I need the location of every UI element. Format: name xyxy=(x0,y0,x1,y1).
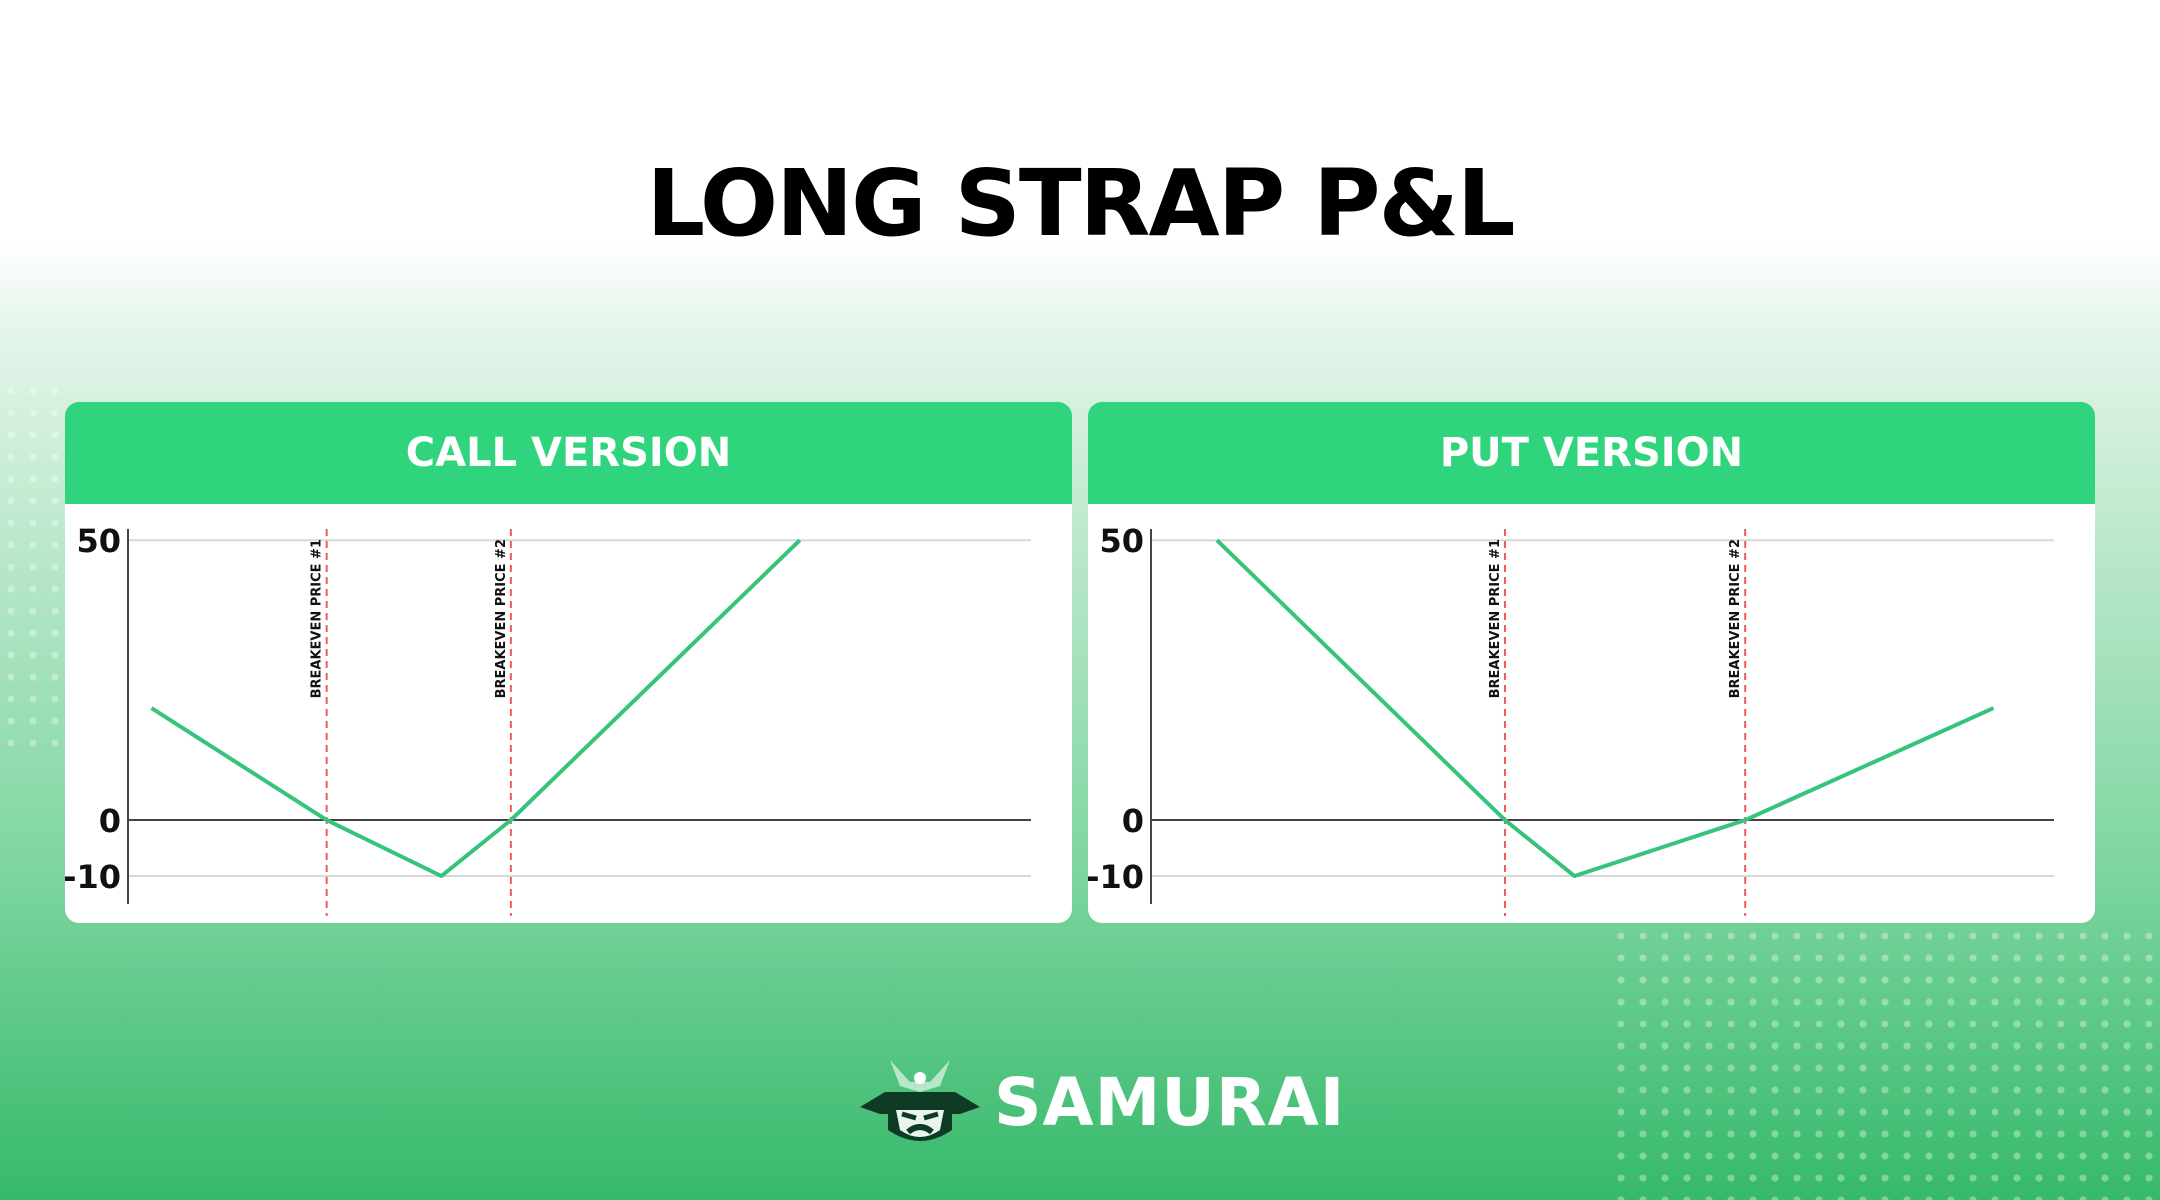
brand-name: SAMURAI xyxy=(994,1063,1346,1141)
chart-title: CALL VERSION xyxy=(65,402,1072,504)
y-tick-label: -10 xyxy=(65,858,121,896)
chart-panel: PUT VERSION -10 0 50 BREAKEVEN PRICE #1 BREAK… xyxy=(1088,402,2095,923)
chart-panel: CALL VERSION -10 0 50 BREAKEVEN PRICE #1 BREA… xyxy=(65,402,1072,923)
page-title: LONG STRAP P&L xyxy=(646,150,1516,257)
y-tick-label: 0 xyxy=(99,802,121,840)
y-tick-label: -10 xyxy=(1088,858,1144,896)
logo xyxy=(860,1060,980,1141)
chart: -10 0 50 BREAKEVEN PRICE #1 BREAKEVEN PRICE … xyxy=(1088,522,2054,916)
pnl-line xyxy=(1215,538,1995,879)
y-tick-label: 50 xyxy=(76,522,121,560)
brand: SAMURAI xyxy=(860,1052,1345,1152)
pnl-line xyxy=(150,538,802,879)
breakeven-label: BREAKEVEN PRICE #2 xyxy=(1728,539,1743,698)
breakeven-label: BREAKEVEN PRICE #2 xyxy=(494,539,509,698)
chart-title: PUT VERSION xyxy=(1088,402,2095,504)
chart: -10 0 50 BREAKEVEN PRICE #1 BREAKEVEN PRICE … xyxy=(65,522,1031,916)
y-tick-label: 50 xyxy=(1099,522,1144,560)
breakeven-label: BREAKEVEN PRICE #1 xyxy=(310,539,325,698)
dot-pattern xyxy=(1610,925,2160,1200)
breakeven-label: BREAKEVEN PRICE #1 xyxy=(1488,539,1503,698)
y-tick-label: 0 xyxy=(1122,802,1144,840)
dot-pattern xyxy=(0,380,70,760)
